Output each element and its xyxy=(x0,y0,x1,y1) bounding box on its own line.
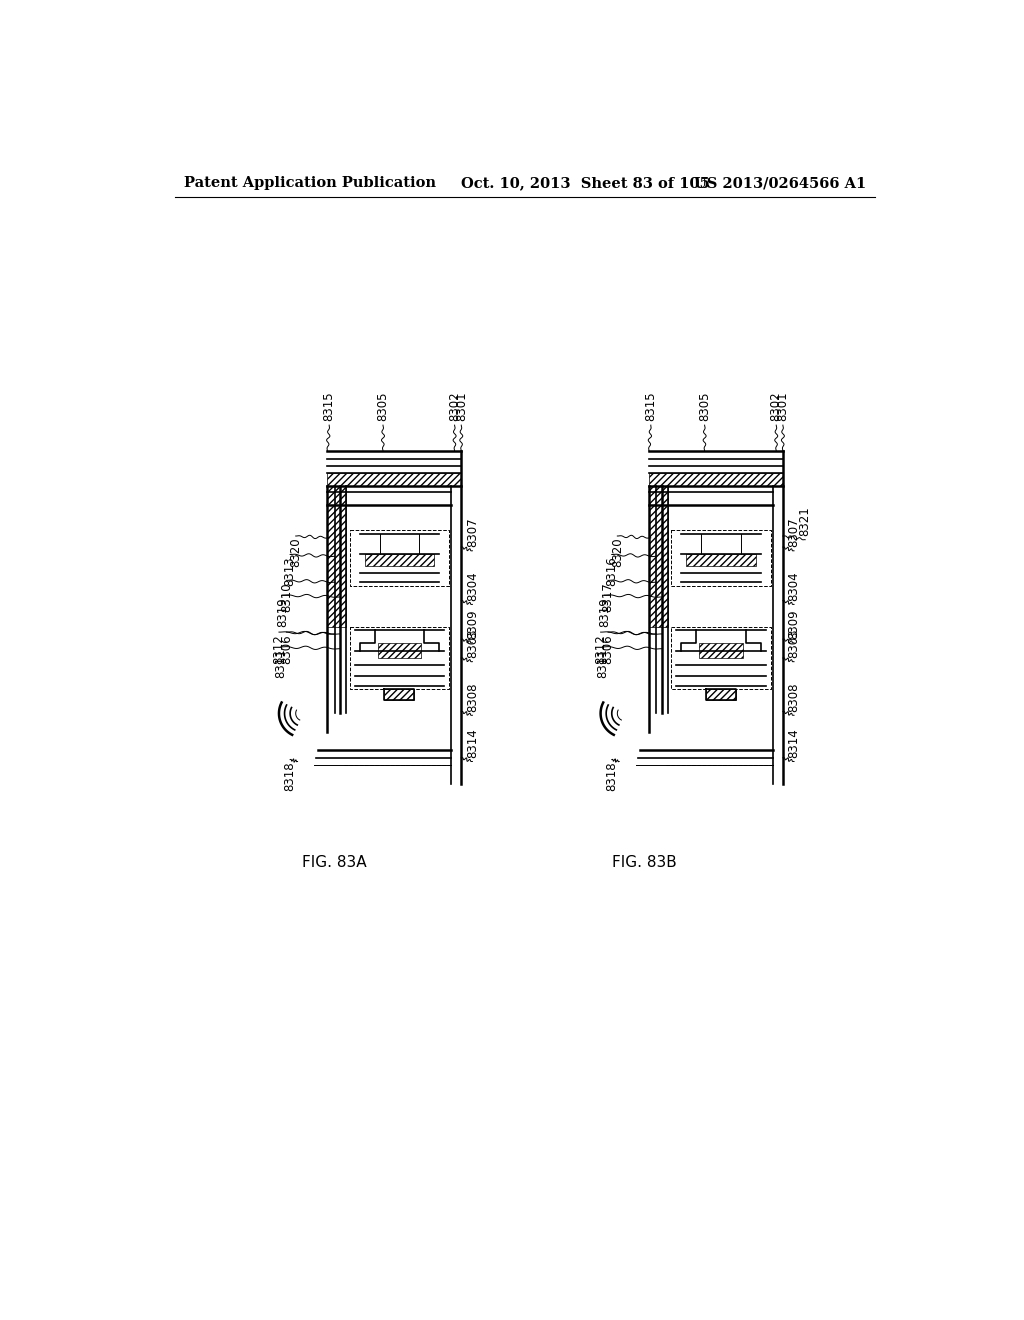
Text: 8306: 8306 xyxy=(601,634,614,664)
Text: 8310: 8310 xyxy=(280,582,293,612)
Text: 8303: 8303 xyxy=(466,628,479,657)
Text: 8312: 8312 xyxy=(272,634,286,664)
Text: 8302: 8302 xyxy=(449,392,461,421)
Text: 8303: 8303 xyxy=(787,628,801,657)
Text: 8321: 8321 xyxy=(799,507,812,536)
Text: 8307: 8307 xyxy=(787,517,801,546)
Text: 8318: 8318 xyxy=(284,762,297,791)
Text: 8319: 8319 xyxy=(276,597,289,627)
Text: 8307: 8307 xyxy=(466,517,479,546)
Bar xyxy=(378,643,421,657)
Text: US 2013/0264566 A1: US 2013/0264566 A1 xyxy=(693,176,866,190)
Bar xyxy=(699,643,743,657)
Text: 8318: 8318 xyxy=(605,762,618,791)
Text: Oct. 10, 2013  Sheet 83 of 105: Oct. 10, 2013 Sheet 83 of 105 xyxy=(461,176,710,190)
Text: 8313: 8313 xyxy=(284,556,297,586)
Text: 8320: 8320 xyxy=(611,537,624,568)
Text: 8315: 8315 xyxy=(323,392,336,421)
Bar xyxy=(649,486,668,627)
Text: 8306: 8306 xyxy=(280,634,293,664)
Text: 8308: 8308 xyxy=(787,682,801,711)
Text: 8301: 8301 xyxy=(776,392,790,421)
Bar xyxy=(707,689,736,701)
Text: 8314: 8314 xyxy=(787,729,801,758)
Text: 8301: 8301 xyxy=(455,392,468,421)
Text: 8316: 8316 xyxy=(605,556,618,586)
Text: 8311: 8311 xyxy=(596,648,609,678)
Text: 8302: 8302 xyxy=(770,392,782,421)
Bar xyxy=(384,689,415,701)
Bar xyxy=(686,554,756,565)
Text: 8308: 8308 xyxy=(466,682,479,711)
Text: 8319: 8319 xyxy=(598,597,610,627)
Text: 8305: 8305 xyxy=(377,392,389,421)
Bar xyxy=(365,554,434,565)
Text: 8312: 8312 xyxy=(594,634,607,664)
Text: 8304: 8304 xyxy=(787,572,801,601)
Text: FIG. 83A: FIG. 83A xyxy=(302,855,367,870)
Text: 8315: 8315 xyxy=(644,392,657,421)
Text: 8309: 8309 xyxy=(787,610,801,639)
Text: 8314: 8314 xyxy=(466,729,479,758)
Text: 8309: 8309 xyxy=(466,610,479,639)
Text: 8320: 8320 xyxy=(289,537,302,568)
Bar xyxy=(649,473,783,486)
Bar xyxy=(328,486,346,627)
Text: 8311: 8311 xyxy=(274,648,288,678)
Text: 8317: 8317 xyxy=(601,582,614,612)
Text: FIG. 83B: FIG. 83B xyxy=(612,855,677,870)
Text: 8305: 8305 xyxy=(698,392,711,421)
Text: Patent Application Publication: Patent Application Publication xyxy=(183,176,436,190)
Bar xyxy=(328,473,461,486)
Text: 8304: 8304 xyxy=(466,572,479,601)
